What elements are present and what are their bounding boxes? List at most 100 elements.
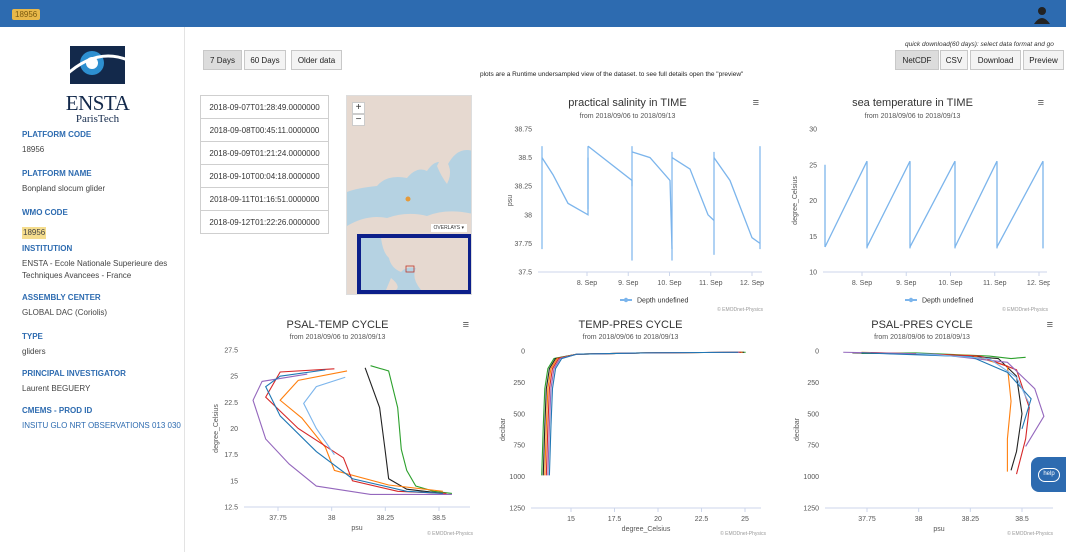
chart-menu-icon[interactable]: ≡	[462, 319, 469, 331]
y-tick-label: 750	[513, 443, 525, 450]
y-tick-label: 30	[809, 127, 817, 134]
series-line	[541, 351, 746, 476]
logo-paristech-text: ParisTech	[75, 113, 120, 125]
chart-credit: © EMODnet-Physics	[1002, 307, 1048, 313]
psal-temp-cycle-chart: PSAL-TEMP CYCLE from 2018/09/06 to 2018/…	[200, 316, 475, 540]
y-axis-label: psu	[507, 195, 514, 206]
x-tick-label: 37.75	[858, 516, 876, 523]
logo-ensta-text: ENSTA	[65, 91, 130, 115]
map[interactable]: + − OVERLAYS ▾	[346, 95, 472, 295]
y-axis-label: decibar	[794, 417, 801, 441]
x-tick-label: 37.75	[269, 515, 287, 522]
chart-plot: 30 25 20 15 10 8. Sep 9. Sep 10. Sep 11. Sep 12. …	[792, 127, 1050, 305]
y-tick-label: 250	[513, 380, 525, 387]
date-item[interactable]: 2018-09-08T00:45:11.0000000	[200, 118, 329, 142]
tab-7-days[interactable]: 7 Days	[203, 50, 242, 70]
chart-menu-icon[interactable]: ≡	[1037, 97, 1044, 109]
x-tick-label: 8. Sep	[577, 280, 597, 287]
csv-format-button[interactable]: CSV	[940, 50, 968, 70]
x-tick-label: 25	[741, 516, 749, 523]
help-icon: help	[1038, 468, 1060, 482]
y-tick-label: 500	[513, 411, 525, 418]
field-value: GLOBAL DAC (Coriolis)	[22, 308, 108, 317]
tab-60-days[interactable]: 60 Days	[244, 50, 286, 70]
date-item[interactable]: 2018-09-11T01:16:51.0000000	[200, 187, 329, 211]
series-line	[861, 352, 1032, 430]
zoom-out-button[interactable]: −	[352, 114, 365, 126]
temperature-time-chart: sea temperature in TIME from 2018/09/06 …	[775, 93, 1050, 318]
chart-menu-icon[interactable]: ≡	[1046, 319, 1053, 331]
temp-pres-cycle-chart: TEMP-PRES CYCLE from 2018/09/06 to 2018/…	[493, 316, 768, 540]
series-line	[824, 160, 868, 248]
preview-button[interactable]: Preview	[1023, 50, 1064, 70]
y-tick-label: 37.5	[518, 270, 532, 277]
x-tick-label: 10. Sep	[657, 280, 681, 287]
y-tick-label: 15	[230, 478, 238, 485]
x-tick-label: 38.25	[377, 515, 395, 522]
series-line	[547, 351, 740, 476]
series-line	[252, 373, 452, 495]
chart-title: PSAL-PRES CYCLE	[871, 319, 973, 331]
field-value: 18956	[22, 145, 45, 154]
chart-credit: © EMODnet-Physics	[720, 531, 766, 537]
overview-map[interactable]	[357, 234, 471, 294]
field-label: TYPE	[22, 332, 43, 341]
chart-plot: 0 250 500 750 1000 1250 15 17.5 20 22.5 25 decibar d…	[500, 349, 761, 533]
field-value: ENSTA - Ecole Nationale Superieure des T…	[22, 259, 168, 280]
y-tick-label: 25	[809, 162, 817, 169]
series-line	[542, 351, 745, 476]
series-line	[587, 145, 633, 187]
chart-title: practical salinity in TIME	[568, 97, 687, 109]
legend-label: Depth undefined	[637, 298, 688, 305]
older-data-button[interactable]: Older data	[291, 50, 342, 70]
y-tick-label: 1250	[509, 506, 525, 513]
cmems-prod-id-link[interactable]: INSITU GLO NRT OBSERVATIONS 013 030	[22, 421, 181, 430]
overlays-button[interactable]: OVERLAYS ▾	[430, 224, 467, 232]
principal-investigator-field: PRINCIPAL INVESTIGATOR Laurent BEGUERY	[22, 369, 182, 395]
x-tick-label: 38	[328, 515, 336, 522]
date-item[interactable]: 2018-09-10T00:04:18.0000000	[200, 164, 329, 188]
y-tick-label: 20	[809, 198, 817, 205]
series-line	[671, 157, 715, 221]
series-line	[545, 351, 742, 476]
chart-plot: 38.75 38.5 38.25 38 37.75 37.5 8. Sep 9. Sep 10.…	[507, 127, 764, 305]
series-line	[996, 160, 1044, 248]
y-tick-label: 38.75	[514, 127, 532, 134]
user-icon[interactable]	[1032, 4, 1052, 24]
field-label: PRINCIPAL INVESTIGATOR	[22, 369, 126, 378]
chart-menu-icon[interactable]: ≡	[752, 97, 759, 109]
series-line	[954, 160, 998, 248]
series-line	[861, 351, 1012, 472]
zoom-in-button[interactable]: +	[352, 102, 365, 114]
download-button[interactable]: Download	[970, 50, 1021, 70]
type-field: TYPE gliders	[22, 332, 182, 358]
field-label: ASSEMBLY CENTER	[22, 293, 101, 302]
y-tick-label: 0	[815, 349, 819, 356]
chart-plot: 0 250 500 750 1000 1250 37.75 38 38.25 38.5 deciba…	[794, 349, 1053, 533]
date-item[interactable]: 2018-09-12T01:22:26.0000000	[200, 210, 329, 234]
x-tick-label: 8. Sep	[852, 280, 872, 287]
y-tick-label: 1250	[803, 506, 819, 513]
series-line	[364, 367, 443, 494]
date-item[interactable]: 2018-09-07T01:28:49.0000000	[200, 95, 329, 119]
x-tick-label: 12. Sep	[740, 280, 764, 287]
x-tick-label: 38	[915, 516, 923, 523]
x-axis-label: psu	[933, 526, 944, 533]
y-tick-label: 27.5	[224, 348, 238, 355]
field-label: CMEMS - PROD ID	[22, 406, 93, 415]
series-line	[852, 352, 1023, 471]
series-line	[265, 368, 447, 494]
x-tick-label: 9. Sep	[618, 280, 638, 287]
help-button[interactable]: help	[1031, 457, 1066, 492]
field-value: 18956	[22, 227, 47, 239]
y-tick-label: 38.5	[518, 155, 532, 162]
y-tick-label: 1000	[803, 474, 819, 481]
date-item[interactable]: 2018-09-09T01:21:24.0000000	[200, 141, 329, 165]
x-tick-label: 17.5	[608, 516, 622, 523]
x-tick-label: 9. Sep	[896, 280, 916, 287]
x-tick-label: 22.5	[695, 516, 709, 523]
netcdf-format-button[interactable]: NetCDF	[895, 50, 939, 70]
x-axis-label: degree_Celsius	[622, 526, 671, 533]
field-label: WMO CODE	[22, 208, 68, 217]
psal-pres-cycle-chart: PSAL-PRES CYCLE from 2018/09/06 to 2018/…	[787, 316, 1057, 540]
